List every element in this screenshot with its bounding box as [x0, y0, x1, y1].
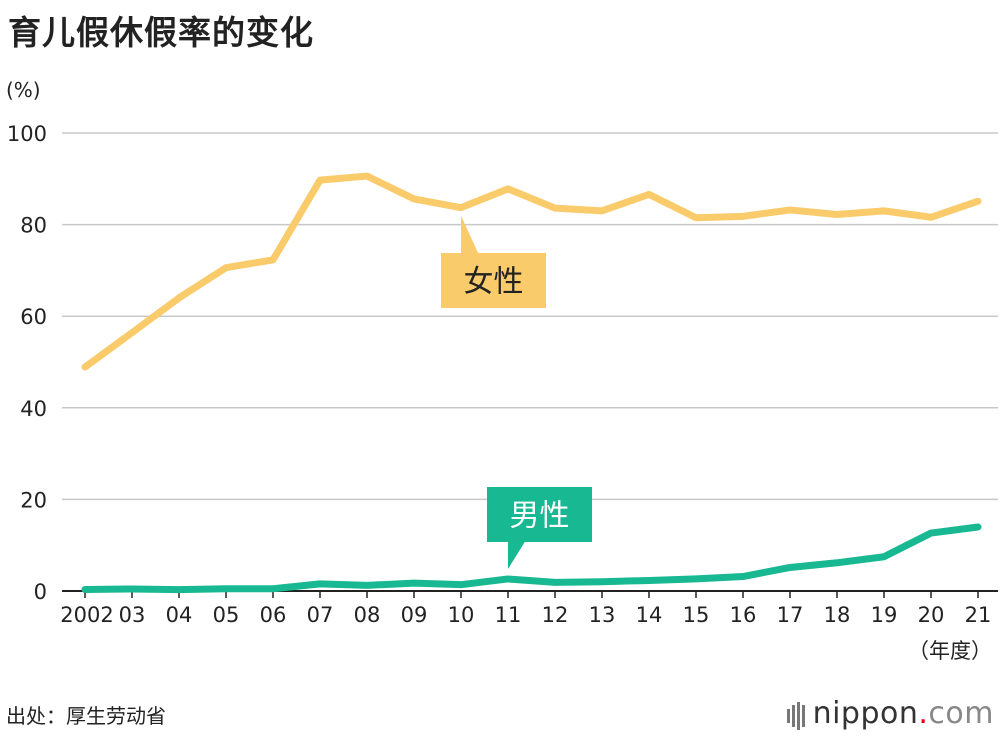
x-tick-label: 11	[495, 603, 522, 627]
male-callout: 男性	[487, 487, 592, 569]
logo-bars-icon	[786, 697, 807, 732]
x-tick-label: 04	[166, 603, 193, 627]
male-callout-box	[487, 487, 592, 542]
brand-name: nippon	[812, 696, 919, 731]
x-tick-label: 12	[542, 603, 569, 627]
x-tick-label: 10	[448, 603, 475, 627]
x-axis-label: （年度）	[908, 639, 992, 663]
x-tick-label: 08	[354, 603, 381, 627]
x-tick-label: 17	[777, 603, 804, 627]
male-series-line	[81, 523, 982, 594]
y-tick-label: 40	[20, 397, 47, 421]
female-callout: 女性	[441, 215, 546, 308]
x-tick-label: 05	[213, 603, 240, 627]
x-tick-label: 13	[589, 603, 616, 627]
x-tick-label: 2002	[60, 603, 113, 627]
male-callout-text: 男性	[510, 499, 570, 534]
female-callout-text: 女性	[464, 265, 524, 300]
female-callout-pointer	[461, 215, 479, 255]
x-tick-label: 06	[260, 603, 287, 627]
nippon-logo: nippon.com	[786, 696, 994, 732]
male-callout-pointer	[508, 540, 526, 569]
y-axis-unit-label: (%)	[6, 78, 41, 102]
chart-title: 育儿假休假率的变化	[8, 13, 314, 52]
x-tick-label: 03	[119, 603, 146, 627]
x-tick-label: 14	[636, 603, 663, 627]
brand-tld: com	[928, 696, 994, 731]
y-tick-label: 0	[34, 580, 47, 604]
x-tick-label: 18	[824, 603, 851, 627]
x-tick-label: 20	[918, 603, 945, 627]
y-tick-label: 80	[20, 214, 47, 238]
x-tick-label: 15	[683, 603, 710, 627]
y-tick-label: 100	[7, 122, 47, 146]
x-tick-label: 09	[401, 603, 428, 627]
x-tick-label: 07	[307, 603, 334, 627]
y-tick-label: 60	[20, 305, 47, 329]
x-tick-label: 16	[730, 603, 757, 627]
x-tick-label: 21	[965, 603, 992, 627]
female-callout-box	[441, 253, 546, 308]
source-note: 出处：厚生劳动省	[6, 704, 166, 728]
female-series-line	[81, 172, 982, 371]
brand-dot: .	[918, 696, 929, 731]
y-tick-label: 20	[20, 488, 47, 512]
x-tick-label: 19	[871, 603, 898, 627]
